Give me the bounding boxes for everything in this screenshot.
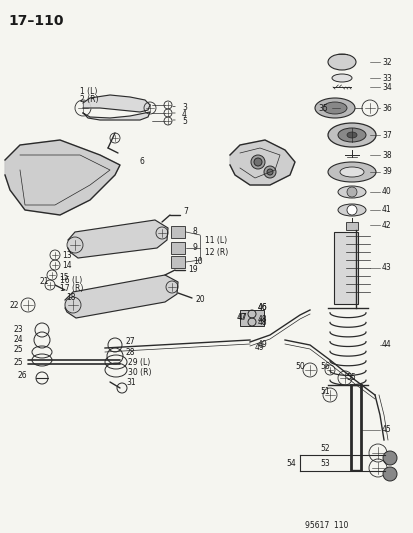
Polygon shape (65, 275, 178, 318)
Ellipse shape (346, 132, 356, 138)
Text: 49: 49 (257, 341, 267, 350)
Text: 9: 9 (192, 244, 197, 253)
Text: 8: 8 (192, 228, 197, 237)
Text: 15: 15 (59, 273, 69, 282)
Text: 26: 26 (18, 372, 28, 381)
Text: 23: 23 (14, 326, 24, 335)
Circle shape (346, 205, 356, 215)
Polygon shape (5, 140, 120, 215)
Text: 54: 54 (285, 459, 295, 469)
Text: 42: 42 (381, 221, 391, 230)
Ellipse shape (337, 186, 365, 198)
Bar (171, 226, 185, 238)
Text: 14: 14 (62, 261, 71, 270)
Ellipse shape (339, 167, 363, 177)
Text: 36: 36 (381, 103, 391, 112)
Ellipse shape (327, 54, 355, 70)
Text: 4: 4 (182, 109, 186, 118)
Circle shape (382, 451, 396, 465)
Text: 48: 48 (257, 319, 267, 327)
Text: 95617  110: 95617 110 (304, 521, 347, 530)
Text: 28: 28 (126, 349, 135, 358)
Text: 52: 52 (319, 445, 329, 454)
Text: 29 (L): 29 (L) (128, 359, 150, 367)
Text: 25: 25 (14, 359, 24, 367)
Text: 38: 38 (381, 150, 391, 159)
Ellipse shape (322, 102, 346, 114)
Text: 35: 35 (317, 103, 327, 112)
Text: 16 (L): 16 (L) (60, 276, 82, 285)
Bar (333, 232, 357, 304)
Ellipse shape (314, 98, 354, 118)
Circle shape (266, 169, 272, 175)
Text: 21: 21 (40, 278, 50, 287)
Circle shape (263, 166, 275, 178)
Text: 17 (R): 17 (R) (60, 284, 83, 293)
Ellipse shape (331, 74, 351, 82)
Text: 40: 40 (381, 188, 391, 197)
Text: 51: 51 (319, 387, 329, 397)
Polygon shape (230, 140, 294, 185)
Text: 32: 32 (381, 58, 391, 67)
Text: 6: 6 (140, 157, 145, 166)
Text: 56: 56 (319, 362, 329, 372)
Text: 41: 41 (381, 206, 391, 214)
Text: 43: 43 (381, 263, 391, 272)
Text: 49: 49 (254, 343, 264, 352)
Text: 5: 5 (182, 117, 186, 125)
Ellipse shape (327, 123, 375, 147)
Text: 33: 33 (381, 74, 391, 83)
Bar (240, 310, 263, 326)
Circle shape (346, 187, 356, 197)
Text: 10: 10 (192, 257, 202, 266)
Text: 7: 7 (183, 207, 188, 216)
Ellipse shape (327, 162, 375, 182)
Text: 34: 34 (381, 83, 391, 92)
Text: 17–110: 17–110 (8, 14, 63, 28)
Text: 27: 27 (126, 337, 135, 346)
Bar (171, 242, 185, 254)
Bar (171, 256, 185, 268)
Ellipse shape (337, 204, 365, 216)
Polygon shape (83, 95, 150, 112)
Text: 1 (L): 1 (L) (80, 86, 97, 95)
Text: 12 (R): 12 (R) (204, 247, 228, 256)
Text: 44: 44 (381, 341, 391, 350)
Text: 45: 45 (381, 425, 391, 434)
Text: 39: 39 (381, 167, 391, 176)
Text: 2 (R): 2 (R) (80, 94, 98, 103)
Text: 31: 31 (126, 378, 135, 387)
Text: 48: 48 (257, 316, 267, 325)
Text: 30 (R): 30 (R) (128, 368, 151, 377)
Text: 25: 25 (14, 345, 24, 354)
Text: 50: 50 (294, 362, 304, 372)
Text: 24: 24 (14, 335, 24, 344)
Text: 47: 47 (236, 313, 246, 322)
Text: 3: 3 (182, 102, 186, 111)
Circle shape (382, 467, 396, 481)
Polygon shape (83, 112, 150, 120)
Text: 53: 53 (319, 459, 329, 469)
Text: 13: 13 (62, 251, 71, 260)
Ellipse shape (337, 128, 365, 142)
Text: 22: 22 (10, 302, 19, 311)
Bar (345, 222, 357, 230)
Text: 47: 47 (237, 313, 247, 322)
Text: 46: 46 (257, 303, 267, 311)
Text: 20: 20 (195, 295, 205, 303)
Polygon shape (68, 220, 168, 258)
Text: 18: 18 (66, 294, 75, 303)
Text: 46: 46 (257, 303, 267, 312)
Text: 55: 55 (345, 374, 355, 383)
Circle shape (254, 158, 261, 166)
Text: 37: 37 (381, 131, 391, 140)
Text: 19: 19 (188, 265, 197, 274)
Circle shape (250, 155, 264, 169)
Text: 11 (L): 11 (L) (204, 236, 227, 245)
